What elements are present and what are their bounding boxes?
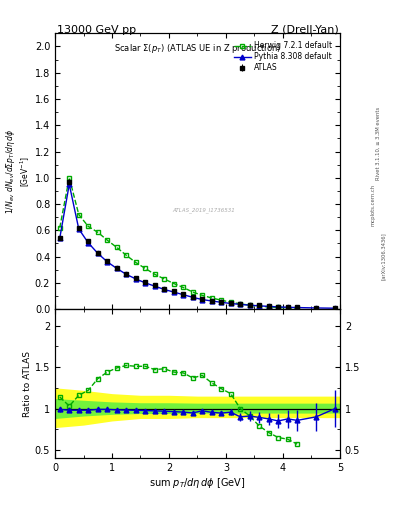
Pythia 8.308 default (247, 302, 252, 308)
Pythia 8.308 default (276, 304, 281, 310)
Herwig 7.2.1 default (143, 265, 148, 271)
Text: ATLAS_2019_I1736531: ATLAS_2019_I1736531 (172, 207, 235, 212)
Pythia 8.308 default (86, 240, 91, 246)
Herwig 7.2.1 default (162, 276, 167, 282)
Pythia 8.308 default (152, 283, 157, 289)
Y-axis label: Ratio to ATLAS: Ratio to ATLAS (23, 351, 32, 417)
Pythia 8.308 default (333, 305, 338, 311)
Herwig 7.2.1 default (228, 299, 233, 305)
Pythia 8.308 default (228, 301, 233, 307)
Herwig 7.2.1 default (133, 260, 138, 266)
Pythia 8.308 default (181, 292, 185, 298)
Pythia 8.308 default (238, 302, 242, 308)
Pythia 8.308 default (95, 250, 100, 257)
Herwig 7.2.1 default (57, 225, 62, 231)
Herwig 7.2.1 default (124, 252, 129, 259)
Pythia 8.308 default (266, 303, 271, 309)
Pythia 8.308 default (67, 181, 72, 187)
Pythia 8.308 default (133, 276, 138, 282)
Herwig 7.2.1 default (247, 302, 252, 308)
Herwig 7.2.1 default (190, 289, 195, 295)
Pythia 8.308 default (76, 226, 81, 232)
Herwig 7.2.1 default (238, 301, 242, 307)
Herwig 7.2.1 default (86, 223, 91, 229)
Pythia 8.308 default (162, 286, 167, 292)
Pythia 8.308 default (171, 289, 176, 295)
Herwig 7.2.1 default (295, 305, 299, 311)
Pythia 8.308 default (219, 299, 224, 305)
Legend: Herwig 7.2.1 default, Pythia 8.308 default, ATLAS: Herwig 7.2.1 default, Pythia 8.308 defau… (232, 40, 333, 74)
Herwig 7.2.1 default (200, 292, 205, 298)
Pythia 8.308 default (209, 298, 214, 304)
Herwig 7.2.1 default (95, 229, 100, 236)
Text: Scalar $\Sigma(p_T)$ (ATLAS UE in Z production): Scalar $\Sigma(p_T)$ (ATLAS UE in Z prod… (114, 41, 281, 55)
Herwig 7.2.1 default (276, 304, 281, 310)
Line: Pythia 8.308 default: Pythia 8.308 default (57, 182, 338, 311)
Pythia 8.308 default (200, 296, 205, 303)
Line: Herwig 7.2.1 default: Herwig 7.2.1 default (57, 175, 299, 310)
Herwig 7.2.1 default (67, 175, 72, 181)
Text: mcplots.cern.ch: mcplots.cern.ch (370, 184, 375, 226)
Text: Rivet 3.1.10, ≥ 3.3M events: Rivet 3.1.10, ≥ 3.3M events (376, 106, 380, 180)
Text: 13000 GeV pp: 13000 GeV pp (57, 25, 136, 35)
Herwig 7.2.1 default (76, 211, 81, 218)
Pythia 8.308 default (57, 235, 62, 241)
Text: [arXiv:1306.3436]: [arXiv:1306.3436] (381, 232, 386, 280)
Pythia 8.308 default (257, 303, 262, 309)
Herwig 7.2.1 default (266, 304, 271, 310)
Herwig 7.2.1 default (181, 284, 185, 290)
Pythia 8.308 default (190, 294, 195, 301)
Pythia 8.308 default (314, 305, 319, 311)
Herwig 7.2.1 default (171, 281, 176, 287)
Text: Z (Drell-Yan): Z (Drell-Yan) (271, 25, 339, 35)
Herwig 7.2.1 default (152, 271, 157, 278)
Herwig 7.2.1 default (209, 295, 214, 301)
Herwig 7.2.1 default (285, 305, 290, 311)
Herwig 7.2.1 default (105, 237, 110, 243)
Herwig 7.2.1 default (257, 303, 262, 309)
Pythia 8.308 default (105, 259, 110, 265)
Pythia 8.308 default (285, 304, 290, 310)
Herwig 7.2.1 default (219, 297, 224, 303)
Pythia 8.308 default (295, 305, 299, 311)
Pythia 8.308 default (143, 280, 148, 286)
X-axis label: sum $p_T/d\eta\, d\phi$ [GeV]: sum $p_T/d\eta\, d\phi$ [GeV] (149, 476, 246, 490)
Pythia 8.308 default (124, 271, 129, 278)
Y-axis label: $1/N_{ev}$ $dN_{ev}/d\Sigma p_T/d\eta\,d\phi$
[GeV$^{-1}$]: $1/N_{ev}$ $dN_{ev}/d\Sigma p_T/d\eta\,d… (4, 129, 32, 214)
Herwig 7.2.1 default (114, 244, 119, 250)
Pythia 8.308 default (114, 265, 119, 271)
